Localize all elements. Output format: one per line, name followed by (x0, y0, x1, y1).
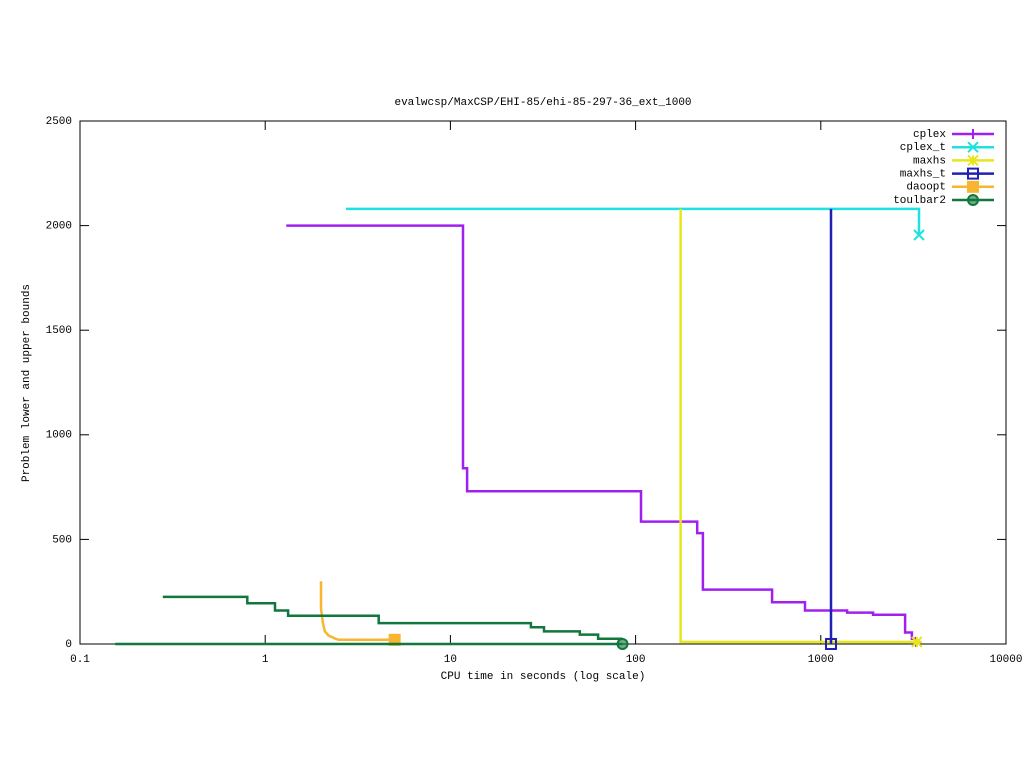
chart-title: evalwcsp/MaxCSP/EHI-85/ehi-85-297-36_ext… (394, 97, 691, 109)
marker (913, 229, 925, 241)
plot-frame (79, 120, 1007, 645)
legend-label: maxhs (913, 155, 946, 167)
legend-label: maxhs_t (900, 169, 946, 181)
y-tick-label: 500 (52, 534, 72, 546)
legend-label: cplex (913, 129, 946, 141)
marker (967, 180, 979, 193)
series-line (115, 595, 623, 646)
x-tick-label: 0.1 (70, 654, 90, 666)
marker (967, 167, 979, 180)
y-tick-label: 2000 (46, 221, 72, 233)
series-line (346, 207, 921, 235)
marker (968, 129, 978, 139)
series-line (286, 224, 918, 642)
marker (967, 141, 979, 153)
x-tick-label: 1 (262, 654, 269, 666)
x-tick-label: 10 (444, 654, 457, 666)
marker (824, 638, 837, 650)
marker (911, 636, 923, 648)
legend-label: toulbar2 (893, 195, 946, 207)
y-axis-label: Problem lower and upper bounds (21, 284, 33, 482)
x-axis-label: CPU time in seconds (log scale) (441, 671, 646, 683)
y-tick-label: 0 (65, 639, 72, 651)
series-line (679, 208, 917, 644)
x-tick-label: 10000 (989, 654, 1022, 666)
x-tick-label: 100 (626, 654, 646, 666)
legend-label: cplex_t (900, 142, 946, 154)
marker (616, 638, 629, 650)
marker (967, 194, 979, 206)
y-tick-label: 1000 (46, 430, 72, 442)
y-tick-label: 1500 (46, 325, 72, 337)
marker (967, 154, 979, 167)
x-tick-label: 1000 (808, 654, 834, 666)
series-line (319, 581, 395, 642)
y-tick-label: 2500 (46, 116, 72, 128)
legend-label: daoopt (906, 182, 946, 194)
